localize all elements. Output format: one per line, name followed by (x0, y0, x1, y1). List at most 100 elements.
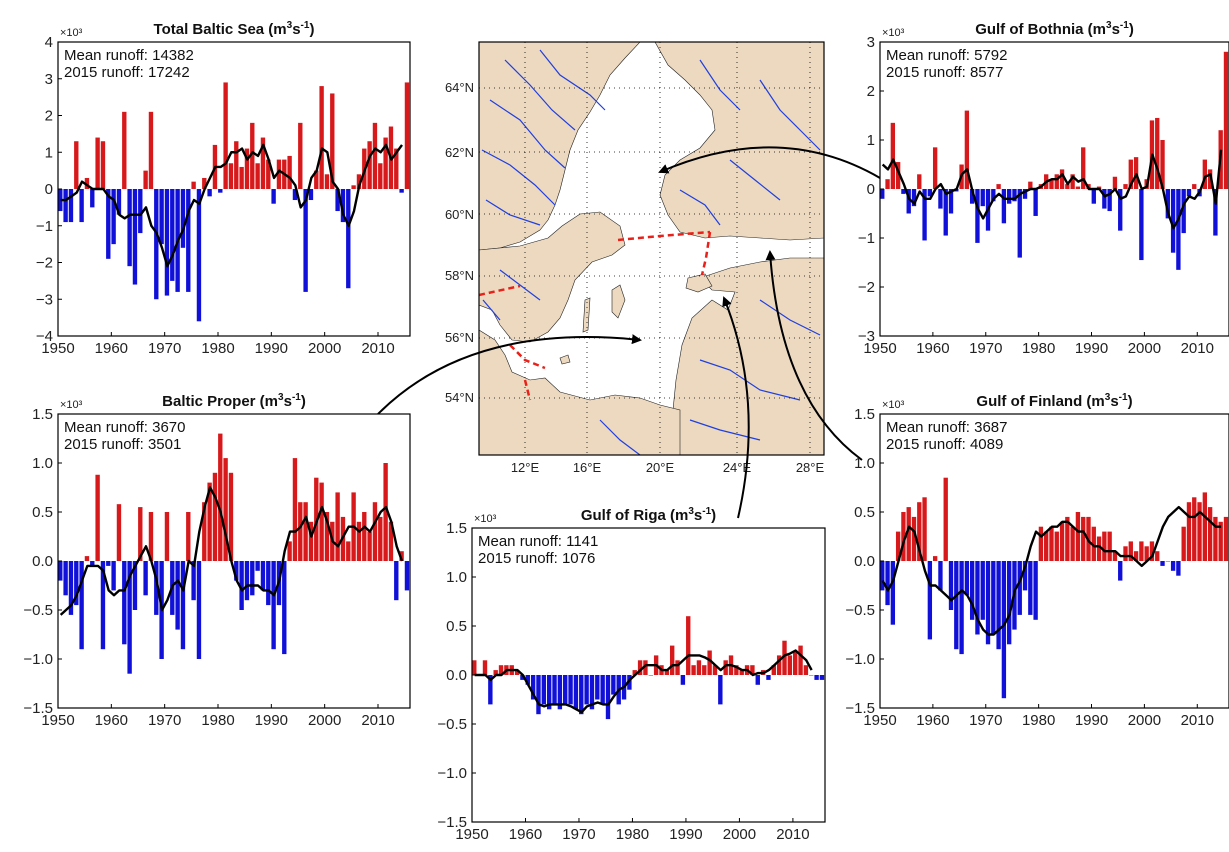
mean-runoff-label: Mean runoff: 14382 (64, 47, 194, 64)
bar (932, 147, 938, 189)
bar (122, 111, 127, 189)
map-island-oland (582, 297, 591, 333)
y-tick-label: 0 (45, 181, 53, 198)
bar (814, 675, 819, 680)
bar (367, 141, 372, 189)
x-tick-label: 1990 (255, 712, 288, 729)
bar (1065, 184, 1070, 189)
bar (1144, 546, 1149, 561)
bar (1213, 189, 1218, 236)
bar (356, 521, 362, 561)
bar (1070, 174, 1075, 189)
bar (911, 189, 917, 207)
map-land-scandinavia (479, 42, 641, 251)
bar (1202, 159, 1207, 189)
bar (922, 189, 927, 241)
bar (472, 660, 477, 675)
bar (1112, 176, 1118, 189)
bar (1123, 546, 1128, 561)
bar (954, 561, 959, 650)
bar (637, 660, 643, 675)
bar (1165, 561, 1170, 562)
bar (1028, 181, 1033, 189)
bar (530, 675, 536, 700)
y-tick-label: 0.0 (854, 553, 875, 570)
bar (1170, 189, 1176, 253)
bar (611, 675, 616, 695)
bar (1107, 189, 1112, 212)
bar (627, 675, 632, 690)
bar (906, 189, 911, 214)
bar (975, 561, 980, 635)
bar (1213, 516, 1218, 561)
y-tick-label: 1.0 (446, 569, 467, 586)
bar (557, 675, 563, 710)
bar (58, 189, 63, 212)
bar (520, 675, 525, 680)
panel-title: Total Baltic Sea (m3s-1) (154, 20, 315, 38)
bar (1149, 541, 1155, 561)
panel-gulf-of-finland: −1.5 −1.0 −0.5 0.0 0.5 1.0 1.5 1950 1960 1970 1980… (845, 392, 1229, 729)
bar-series (880, 477, 1229, 699)
bar (1112, 551, 1118, 561)
y-tick-label: −1.5 (23, 700, 53, 717)
bar (1070, 526, 1075, 561)
x-tick-label: 1950 (41, 340, 74, 357)
bar (388, 521, 394, 561)
bar (84, 556, 90, 561)
panel-total-baltic-sea: −4 −3 −2 −1 0 1 2 3 4 1950 1960 1970 1980 1990 2000 201… (36, 20, 411, 357)
bar (787, 655, 793, 675)
bar (228, 472, 234, 561)
bar (482, 660, 488, 675)
bar (488, 675, 493, 705)
bar (1176, 561, 1181, 576)
y-tick-label: −1.5 (845, 700, 875, 717)
bar (319, 482, 324, 561)
x-tick-label: 1970 (562, 826, 595, 843)
arrow-riga (722, 296, 750, 519)
bar (493, 670, 498, 675)
bar (890, 122, 896, 189)
bar (675, 660, 680, 675)
bar (196, 561, 202, 659)
bar (975, 189, 980, 243)
bar (948, 189, 954, 214)
bar (127, 189, 132, 267)
bar (1223, 516, 1229, 561)
bar (739, 670, 744, 675)
bar (212, 472, 218, 561)
bar (901, 189, 906, 194)
bar (927, 189, 933, 197)
bar (948, 561, 954, 610)
bar (234, 141, 239, 189)
map-lat-label: 54°N (445, 390, 474, 405)
bar (917, 174, 922, 189)
y-tick-label: 1.5 (854, 406, 875, 423)
bar (244, 561, 250, 601)
bar (723, 660, 728, 675)
y-tick-label: 0.5 (854, 504, 875, 521)
bar (911, 516, 917, 561)
bar (260, 561, 266, 591)
arrow-finland (765, 250, 863, 461)
bar (79, 189, 84, 223)
map-basin-borders (479, 230, 712, 401)
bar (702, 665, 707, 675)
map-frame (478, 41, 825, 456)
bar (1155, 551, 1160, 561)
bar (776, 655, 782, 675)
bar (718, 675, 723, 705)
x-tick-label: 1960 (95, 712, 128, 729)
map-land-finland (654, 42, 824, 241)
y-tick-label: −3 (36, 291, 53, 308)
map-rivers (481, 49, 821, 455)
bar (1160, 140, 1165, 189)
bar (394, 148, 399, 189)
bar (669, 645, 675, 675)
panel-gulf-of-riga: −1.5 −1.0 −0.5 0.0 0.5 1.0 1.5 1950 1960 1970 1980… (437, 506, 826, 843)
bar (996, 184, 1001, 189)
map-island-bornholm (559, 354, 571, 365)
bar (324, 512, 330, 561)
map-lon-label: 24°E (723, 460, 752, 475)
bar (906, 507, 911, 561)
